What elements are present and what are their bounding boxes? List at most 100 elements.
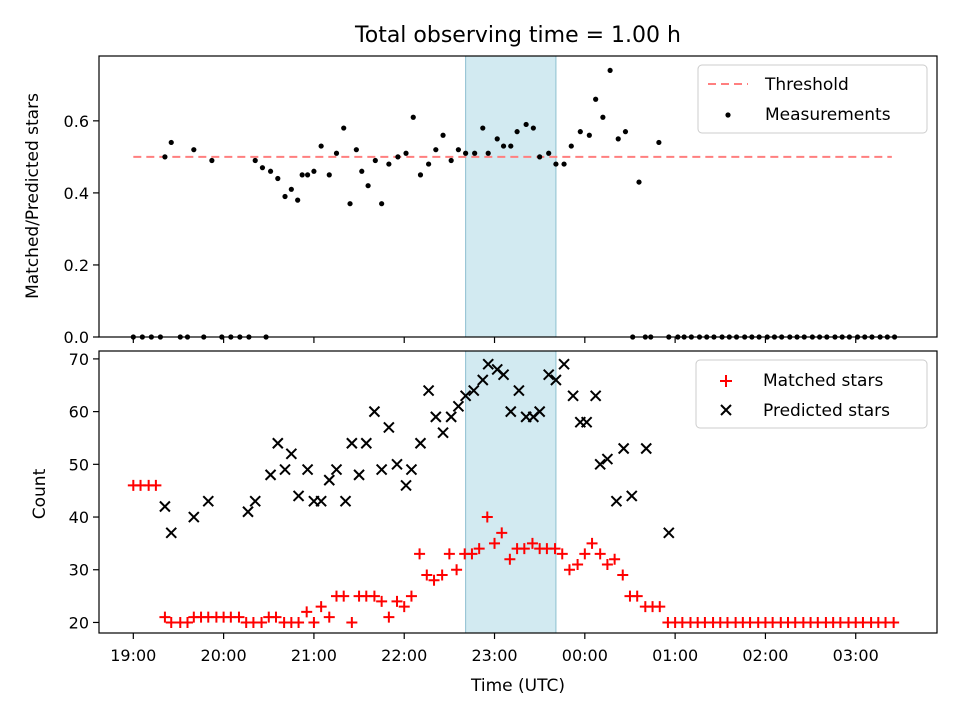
matched-star-point <box>421 569 433 581</box>
measurement-point <box>311 168 317 174</box>
matched-star-point <box>888 616 900 628</box>
matched-star-point <box>308 616 320 628</box>
measurement-point <box>463 150 469 156</box>
matched-star-point <box>383 611 395 623</box>
measurement-point <box>326 172 332 178</box>
measurement-point <box>417 172 424 178</box>
matched-star-point <box>496 527 508 539</box>
predicted-star-point <box>601 453 614 465</box>
measurement-point <box>607 67 613 74</box>
predicted-star-point <box>339 495 352 507</box>
matched-star-point <box>617 569 629 581</box>
predicted-star-point <box>188 511 200 523</box>
predicted-star-point <box>353 469 365 481</box>
matched-star-point <box>436 569 448 581</box>
top-axes-frame <box>98 55 938 338</box>
measurement-point <box>553 161 559 167</box>
bottom-ylabel: Count <box>30 468 50 519</box>
legend-threshold-label: Threshold <box>764 75 849 95</box>
ratio-axes: 0.0 0.2 0.4 0.6 Threshold Measurements <box>64 55 938 347</box>
predicted-star-point <box>452 400 465 413</box>
measurement-point <box>275 175 281 182</box>
predicted-star-point <box>567 390 579 402</box>
measurement-point <box>508 143 514 149</box>
matched-star-point <box>609 553 621 565</box>
measurement-point <box>577 129 583 135</box>
predicted-star-point <box>159 500 171 513</box>
predicted-star-point <box>533 405 546 418</box>
predicted-star-point <box>292 490 305 502</box>
matched-star-point <box>586 537 598 549</box>
measurement-point <box>636 179 642 185</box>
predicted-star-point <box>558 358 570 370</box>
matched-star-point <box>256 616 268 628</box>
measurement-point <box>494 136 500 142</box>
matched-star-point <box>473 543 485 555</box>
predicted-star-point <box>330 463 343 476</box>
matched-star-point <box>601 558 613 570</box>
measurement-point <box>455 147 462 153</box>
measurement-point <box>168 139 174 146</box>
x-tick-label: 19:00 <box>110 646 156 665</box>
measurement-point <box>433 147 439 153</box>
measurement-point <box>523 121 529 128</box>
predicted-star-point <box>279 463 291 476</box>
predicted-star-point <box>323 474 335 486</box>
legend-box <box>697 64 928 134</box>
predicted-star-point <box>445 411 457 423</box>
matched-star-point <box>338 590 350 602</box>
matched-star-point <box>233 611 245 623</box>
measurement-point <box>448 157 454 164</box>
matched-star-point <box>518 543 530 555</box>
measurement-point <box>282 193 288 200</box>
matched-star-point <box>579 548 591 560</box>
predicted-star-point <box>264 469 277 481</box>
matched-star-point <box>572 558 584 570</box>
measurement-point <box>426 161 432 167</box>
predicted-star-point <box>513 384 525 397</box>
predicted-star-point <box>550 374 562 386</box>
x-tick-label: 00:00 <box>562 646 608 665</box>
predicted-star-point <box>375 463 388 476</box>
measurement-point <box>500 143 507 149</box>
predicted-star-point <box>505 405 517 418</box>
predicted-star-point <box>542 369 555 381</box>
y-tick-label: 50 <box>69 455 89 474</box>
predicted-star-point <box>400 479 412 492</box>
predicted-star-point <box>346 437 358 449</box>
matched-star-point <box>346 616 358 628</box>
bottom-legend: Matched stars Predicted stars <box>695 359 928 429</box>
x-tick-label: 23:00 <box>471 646 517 665</box>
measurement-point <box>304 172 311 178</box>
measurement-point <box>353 147 359 153</box>
predicted-star-point <box>640 442 652 455</box>
y-tick-label: 40 <box>69 508 89 527</box>
predicted-star-point <box>497 369 510 381</box>
measurement-point <box>365 183 371 189</box>
predicted-star-point <box>468 384 480 397</box>
predicted-star-point <box>617 442 630 455</box>
predicted-star-point <box>610 495 623 507</box>
matched-star-point <box>504 553 516 565</box>
predicted-star-point <box>414 437 427 449</box>
predicted-star-point <box>482 358 494 370</box>
predicted-star-point <box>430 411 442 423</box>
measurement-point <box>600 114 606 120</box>
bottom-xlabel: Time (UTC) <box>470 676 565 696</box>
legend-predicted-swatch <box>720 404 732 416</box>
predicted-star-point <box>422 384 435 397</box>
matched-star-point <box>556 548 568 560</box>
predicted-star-point <box>594 458 606 471</box>
y-tick-label: 20 <box>69 613 89 632</box>
predicted-star-point <box>272 437 284 449</box>
predicted-star-point <box>626 490 638 502</box>
matched-star-point <box>181 616 193 628</box>
legend-matched-label: Matched stars <box>763 371 883 391</box>
matched-star-point <box>526 537 538 549</box>
measurement-point <box>622 129 629 135</box>
measurement-point <box>386 161 392 167</box>
bottom-axes-frame <box>98 350 938 634</box>
matched-star-point <box>376 595 388 607</box>
measurement-point <box>295 197 301 203</box>
predicted-star-point <box>437 426 449 439</box>
